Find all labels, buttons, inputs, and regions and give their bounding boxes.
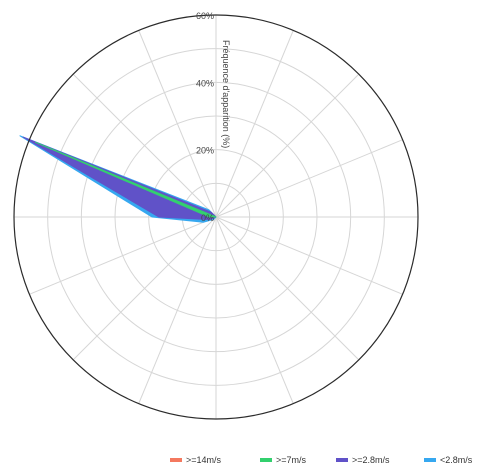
grid-spoke [215,30,294,218]
grid-spoke [72,73,217,218]
grid-spoke [215,139,403,218]
radial-tick-label: 60% [196,11,214,21]
legend-swatch [336,458,348,462]
grid-spoke [215,216,403,295]
legend-item[interactable]: <2.8m/s [424,453,472,467]
grid-spoke [138,30,217,218]
grid-spoke [72,216,217,361]
wind-rose-chart: 0% 20% 40% 60% Fréquence d'apparition (%) [13,11,419,420]
legend-swatch [260,458,272,462]
legend-item[interactable]: >=14m/s [170,453,221,467]
grid-spoke [29,216,217,295]
legend-swatch [424,458,436,462]
series-areas [19,135,217,223]
radial-tick-label: 0% [201,213,214,223]
radial-tick-label: 40% [196,78,214,88]
radial-tick-label: 20% [196,146,214,156]
series-area [35,141,217,218]
grid-spoke [215,73,360,218]
legend-swatch [170,458,182,462]
legend-item[interactable]: >=2.8m/s [336,453,390,467]
radial-ticks: 0% 20% 40% 60% [196,11,214,223]
legend-label: >=14m/s [186,455,222,465]
outer-circle [13,14,419,420]
polar-grid [14,15,418,419]
grid-spoke [215,216,294,404]
legend-label: >=7m/s [276,455,307,465]
grid-spoke [215,216,360,361]
grid-spoke [138,216,217,404]
legend-label: <2.8m/s [440,455,473,465]
legend: >=14m/s >=7m/s >=2.8m/s <2.8m/s [0,453,487,467]
legend-label: >=2.8m/s [352,455,390,465]
legend-item[interactable]: >=7m/s [260,453,306,467]
radial-axis-title: Fréquence d'apparition (%) [221,40,231,148]
